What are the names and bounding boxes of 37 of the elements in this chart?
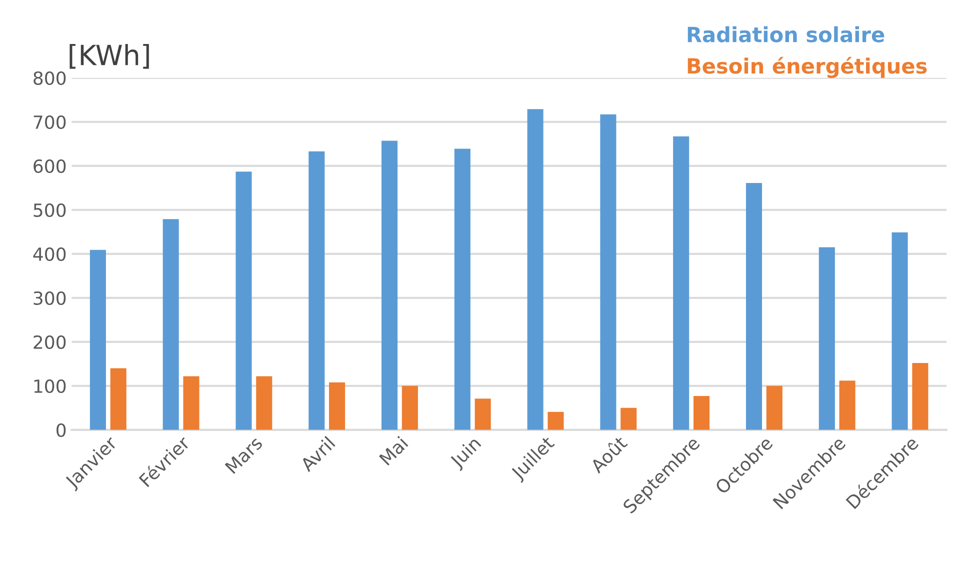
text: Radiation solaire <box>688 26 884 42</box>
bar <box>236 172 252 430</box>
bar <box>600 114 616 430</box>
y-tick-label: 100 <box>34 379 66 393</box>
x-tick-label: Mai <box>378 436 408 466</box>
bar <box>548 412 564 430</box>
bar <box>256 376 272 430</box>
bar <box>839 380 856 430</box>
y-tick-label: 600 <box>34 159 66 174</box>
y-tick-label: 700 <box>34 115 66 130</box>
bar <box>382 140 398 430</box>
y-tick-label: 200 <box>34 335 66 349</box>
bar <box>746 183 762 430</box>
bar <box>329 382 346 430</box>
bar <box>620 408 637 430</box>
y-tick-label: 800 <box>34 71 66 86</box>
bar <box>912 362 928 430</box>
bar <box>818 247 835 430</box>
bar <box>110 368 126 430</box>
bar <box>90 250 106 430</box>
bar <box>693 396 710 430</box>
y-tick-label: 0 <box>56 423 66 437</box>
bar <box>162 219 179 430</box>
y-tick-label: 500 <box>34 203 66 217</box>
bar <box>402 386 418 430</box>
y-tick-label: 300 <box>34 291 66 305</box>
bar <box>308 151 325 430</box>
bar <box>892 232 908 430</box>
bar <box>766 386 782 430</box>
text: Besoin énergétiques <box>688 56 927 78</box>
bar <box>474 398 491 430</box>
bar <box>673 136 690 430</box>
bar <box>454 148 470 430</box>
y-tick-label: 400 <box>33 247 66 261</box>
bar <box>527 109 544 430</box>
bar <box>183 376 200 430</box>
y-axis-title: [KWh] <box>70 44 149 69</box>
